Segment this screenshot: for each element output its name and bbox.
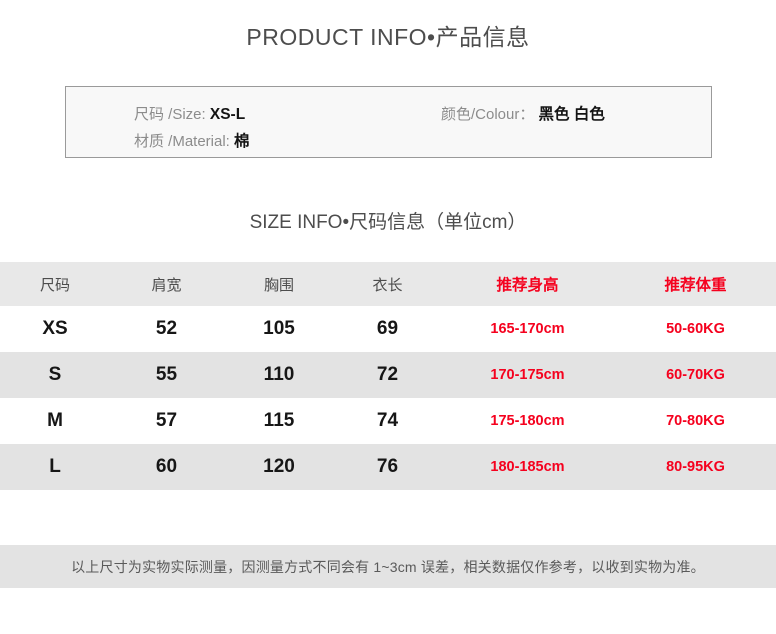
cell-height: 165-170cm: [490, 321, 565, 337]
size-label: 尺码 /Size:: [134, 106, 206, 123]
colour-label: 颜色/Colour：: [441, 106, 535, 123]
column-header-height: 推荐身高: [496, 277, 559, 294]
column-header-length: 衣长: [372, 276, 403, 294]
product-info-material-row: 材质 /Material: 棉: [134, 134, 250, 150]
cell-height: 175-180cm: [490, 413, 565, 429]
cell-length: 72: [376, 364, 399, 385]
cell-chest: 105: [263, 318, 295, 339]
table-row: XS 52 105 69 165-170cm 50-60KG: [0, 306, 776, 352]
cell-shoulder: 57: [155, 410, 178, 431]
cell-height: 170-175cm: [490, 367, 565, 383]
table-row: L 60 120 76 180-185cm 80-95KG: [0, 444, 776, 490]
column-header-weight: 推荐体重: [664, 277, 727, 294]
size-info-title: SIZE INFO•尺码信息（单位cm）: [249, 212, 527, 233]
cell-chest: 110: [263, 364, 295, 385]
cell-shoulder: 60: [155, 456, 178, 477]
cell-chest: 115: [263, 410, 295, 431]
table-row: M 57 115 74 175-180cm 70-80KG: [0, 398, 776, 444]
product-info-colour-row: 颜色/Colour： 黑色 白色: [441, 107, 605, 123]
measurement-disclaimer: 以上尺寸为实物实际测量，因测量方式不同会有 1~3cm 误差，相关数据仅作参考，…: [71, 558, 705, 575]
size-table: 尺码 肩宽 胸围 衣长 推荐身高 推荐体重 XS 52 105 69 165-1…: [0, 262, 776, 490]
colour-value: 黑色 白色: [538, 106, 605, 123]
cell-weight: 50-60KG: [666, 321, 725, 337]
size-value: XS-L: [209, 106, 246, 123]
cell-weight: 60-70KG: [666, 367, 725, 383]
material-value: 棉: [234, 133, 250, 150]
table-row: S 55 110 72 170-175cm 60-70KG: [0, 352, 776, 398]
cell-shoulder: 55: [155, 364, 178, 385]
cell-size: M: [47, 410, 63, 431]
cell-length: 76: [376, 456, 399, 477]
material-label: 材质 /Material:: [134, 133, 230, 150]
page-title: PRODUCT INFO•产品信息: [246, 24, 530, 50]
cell-shoulder: 52: [155, 318, 178, 339]
product-info-size-row: 尺码 /Size: XS-L: [134, 107, 245, 123]
cell-chest: 120: [263, 456, 295, 477]
cell-weight: 70-80KG: [666, 413, 725, 429]
cell-length: 69: [376, 318, 399, 339]
column-header-shoulder: 肩宽: [151, 276, 182, 294]
cell-size: XS: [42, 318, 68, 339]
cell-size: S: [48, 364, 62, 385]
column-header-chest: 胸围: [263, 276, 294, 294]
column-header-size: 尺码: [39, 276, 70, 294]
table-header-row: 尺码 肩宽 胸围 衣长 推荐身高 推荐体重: [0, 262, 776, 306]
product-info-box: 尺码 /Size: XS-L 材质 /Material: 棉 颜色/Colour…: [65, 86, 712, 158]
footer-band: 以上尺寸为实物实际测量，因测量方式不同会有 1~3cm 误差，相关数据仅作参考，…: [0, 545, 776, 588]
cell-weight: 80-95KG: [666, 459, 725, 475]
cell-height: 180-185cm: [490, 459, 565, 475]
cell-size: L: [49, 456, 61, 477]
cell-length: 74: [376, 410, 399, 431]
